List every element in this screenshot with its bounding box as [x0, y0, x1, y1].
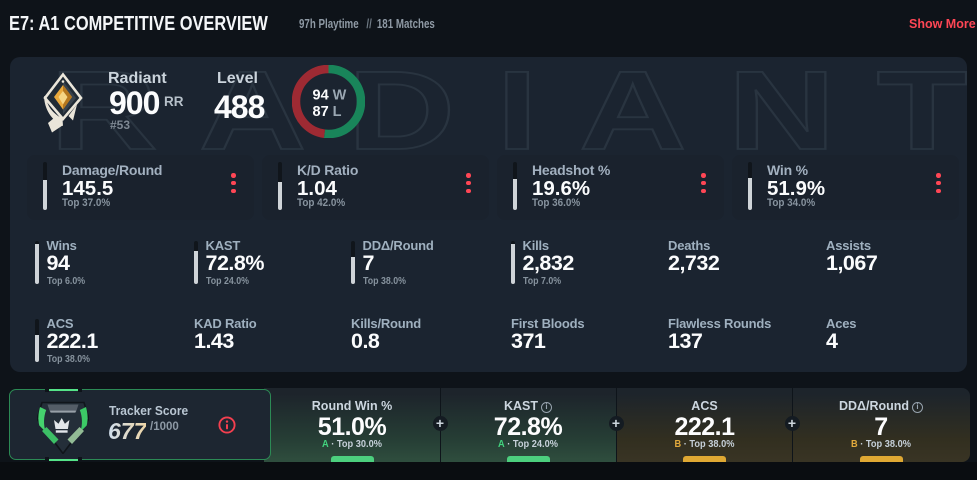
svg-text:87 L: 87 L	[313, 104, 342, 120]
svg-text:94 W: 94 W	[313, 87, 347, 103]
